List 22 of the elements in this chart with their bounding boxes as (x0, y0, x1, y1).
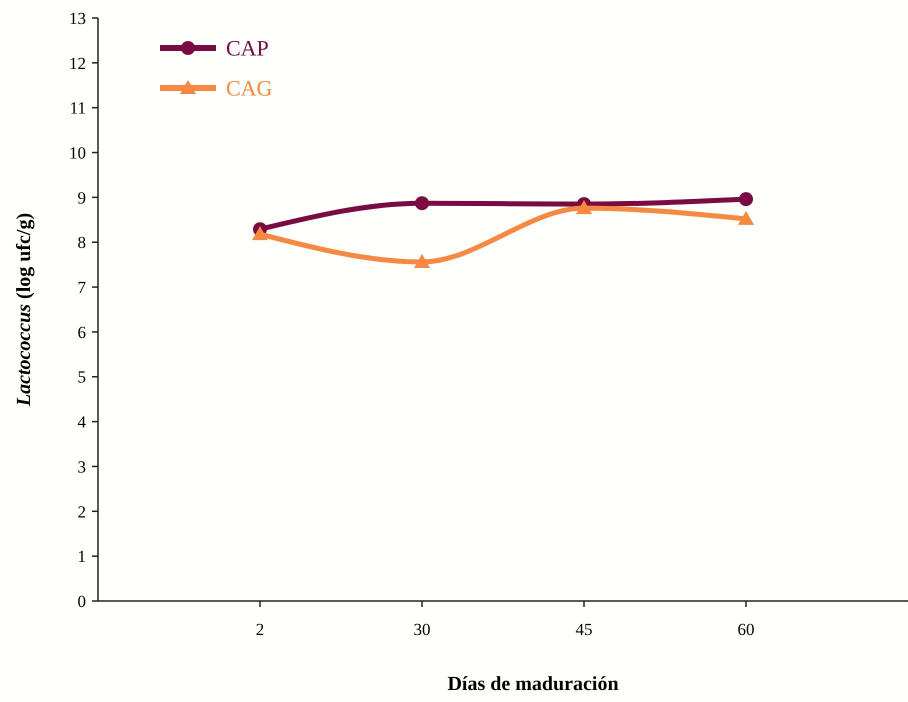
y-tick-label: 12 (69, 54, 86, 73)
y-tick-label: 10 (69, 143, 86, 162)
y-tick-label: 11 (70, 98, 86, 118)
x-tick-label: 2 (256, 620, 264, 639)
x-axis-title: Días de maduración (447, 673, 619, 695)
y-tick-label: 4 (78, 412, 86, 432)
y-tick-label: 8 (78, 233, 86, 252)
y-tick-label: 5 (78, 368, 86, 387)
y-axis-title: Lactococcus (log ufc/g) (13, 212, 35, 408)
y-tick-label: 7 (78, 278, 86, 298)
x-tick-label: 45 (576, 620, 592, 639)
y-tick-label: 6 (78, 322, 86, 342)
x-tick-label: 30 (414, 620, 430, 639)
y-tick-label: 3 (78, 457, 86, 476)
x-tick-label: 60 (738, 620, 754, 639)
y-tick-label: 0 (78, 592, 86, 611)
legend-label: CAG (226, 76, 273, 101)
y-tick-label: 2 (78, 502, 86, 522)
y-tick-label: 9 (78, 188, 86, 208)
y-tick-label: 1 (78, 547, 86, 566)
y-tick-label: 13 (69, 8, 86, 28)
legend-label: CAP (226, 36, 269, 61)
